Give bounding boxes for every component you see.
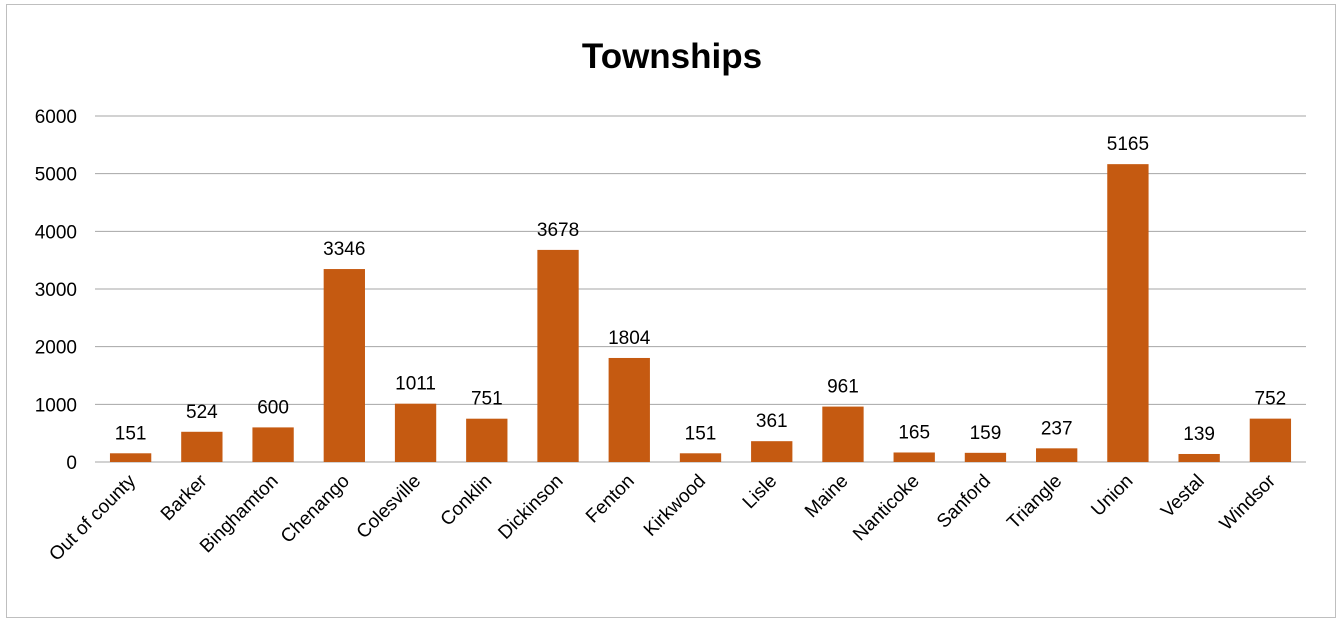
data-label: 151 — [115, 423, 147, 444]
data-label: 151 — [685, 423, 717, 444]
category-label: Conklin — [437, 471, 497, 531]
y-tick-label: 3000 — [35, 280, 77, 301]
category-label: Maine — [801, 471, 852, 522]
category-label: Out of county — [45, 470, 140, 565]
bar — [1249, 418, 1292, 462]
y-tick-label: 5000 — [35, 165, 77, 186]
bar — [751, 441, 793, 462]
bar — [608, 357, 650, 462]
data-labels: 151 524 600 3346 1011 751 3678 1804 151 361 961 165… — [115, 134, 1286, 445]
bar — [109, 453, 152, 462]
data-label: 237 — [1041, 418, 1073, 439]
data-label: 1011 — [395, 374, 436, 395]
data-label: 159 — [970, 423, 1002, 444]
data-label: 524 — [186, 402, 218, 423]
bar — [822, 406, 864, 462]
y-tick-label: 0 — [66, 453, 77, 474]
category-label: Sanford — [933, 471, 995, 533]
category-label: Union — [1087, 471, 1137, 521]
bar — [1178, 453, 1220, 462]
y-tick-label: 6000 — [35, 107, 77, 128]
bar — [394, 403, 437, 462]
bar — [893, 452, 935, 462]
bar — [1107, 164, 1149, 462]
data-label: 600 — [257, 397, 289, 418]
bar — [466, 418, 508, 462]
y-tick-label: 1000 — [35, 395, 77, 416]
chart-title: Townships — [582, 37, 762, 76]
category-label: Barker — [157, 470, 212, 525]
data-label: 3678 — [537, 220, 579, 241]
category-label: Chenango — [277, 471, 354, 548]
category-label: Windsor — [1216, 470, 1281, 535]
category-label: Nanticoke — [849, 471, 924, 546]
data-label: 165 — [898, 422, 930, 443]
data-label: 1804 — [608, 328, 651, 349]
bar — [1036, 448, 1078, 462]
data-label: 5165 — [1107, 134, 1149, 155]
bars — [109, 164, 1292, 462]
data-label: 139 — [1183, 424, 1215, 445]
y-axis-ticks: 0 1000 2000 3000 4000 5000 6000 — [35, 107, 77, 474]
data-label: 3346 — [323, 239, 365, 260]
gridlines — [95, 115, 1306, 463]
bar — [964, 452, 1007, 462]
category-label: Fenton — [582, 471, 639, 528]
category-label: Colesville — [353, 471, 425, 543]
x-axis-categories: Out of county BarkerBinghamtonChenangoCol… — [45, 470, 1280, 565]
data-label: 752 — [1255, 389, 1287, 410]
data-label: 361 — [756, 411, 788, 432]
y-tick-label: 2000 — [35, 338, 77, 359]
bar — [181, 431, 223, 462]
category-label: Triangle — [1003, 471, 1066, 534]
data-label: 961 — [827, 377, 859, 398]
bar — [323, 269, 365, 462]
category-label: Vestal — [1157, 471, 1208, 522]
category-label: Kirkwood — [640, 471, 710, 541]
category-label: Dickinson — [494, 471, 567, 544]
bar — [679, 453, 722, 462]
data-label: 751 — [471, 389, 503, 410]
bar — [252, 427, 294, 462]
bar — [537, 249, 579, 462]
category-label: Lisle — [739, 471, 781, 513]
y-tick-label: 4000 — [35, 222, 77, 243]
